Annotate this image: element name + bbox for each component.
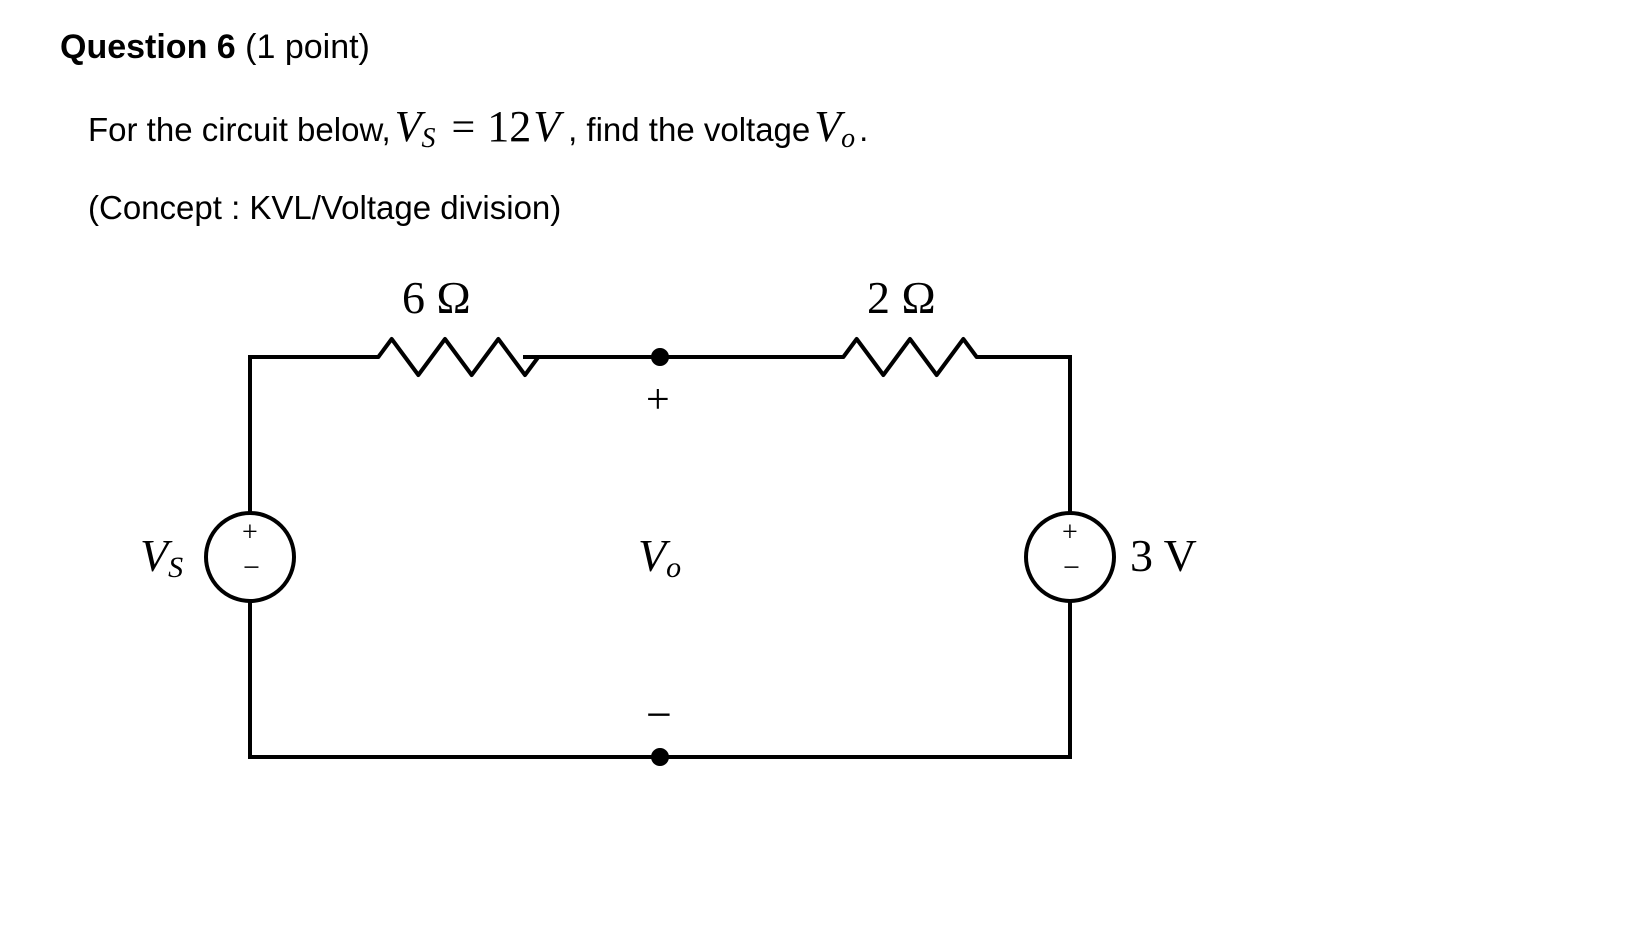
question-label: Question 6 [60, 28, 236, 66]
vo-label: Vo [638, 529, 681, 585]
concept-line: (Concept : KVL/Voltage division) [88, 189, 1588, 227]
vo-symbol: Vo [810, 101, 859, 155]
v2-minus-icon: − [1063, 553, 1080, 583]
equals-sign: = [440, 104, 488, 152]
vs-plus-icon: + [242, 519, 258, 547]
vs-source-label: VS [140, 529, 183, 585]
r2-label: 2 Ω [867, 271, 936, 324]
problem-period: . [859, 111, 868, 149]
v2-plus-icon: + [1062, 519, 1078, 547]
points-label: (1 point) [236, 28, 370, 66]
vs-minus-icon: − [243, 553, 260, 583]
vo-plus: + [646, 379, 670, 421]
vs-value: 12V [487, 101, 564, 152]
circuit-diagram: 6 Ω 2 Ω VS Vo 3 V + − + − + − [130, 267, 1230, 827]
v2-source-label: 3 V [1130, 529, 1197, 582]
problem-mid: , find the voltage [564, 111, 810, 149]
r1-label: 6 Ω [402, 271, 471, 324]
problem-statement: For the circuit below, VS = 12V , find t… [88, 101, 1588, 155]
vs-symbol: VS [391, 101, 440, 155]
problem-prefix: For the circuit below, [88, 111, 391, 149]
question-header: Question 6 (1 point) [60, 28, 1588, 67]
page-root: Question 6 (1 point) For the circuit bel… [0, 0, 1648, 946]
vo-minus: − [646, 692, 672, 738]
